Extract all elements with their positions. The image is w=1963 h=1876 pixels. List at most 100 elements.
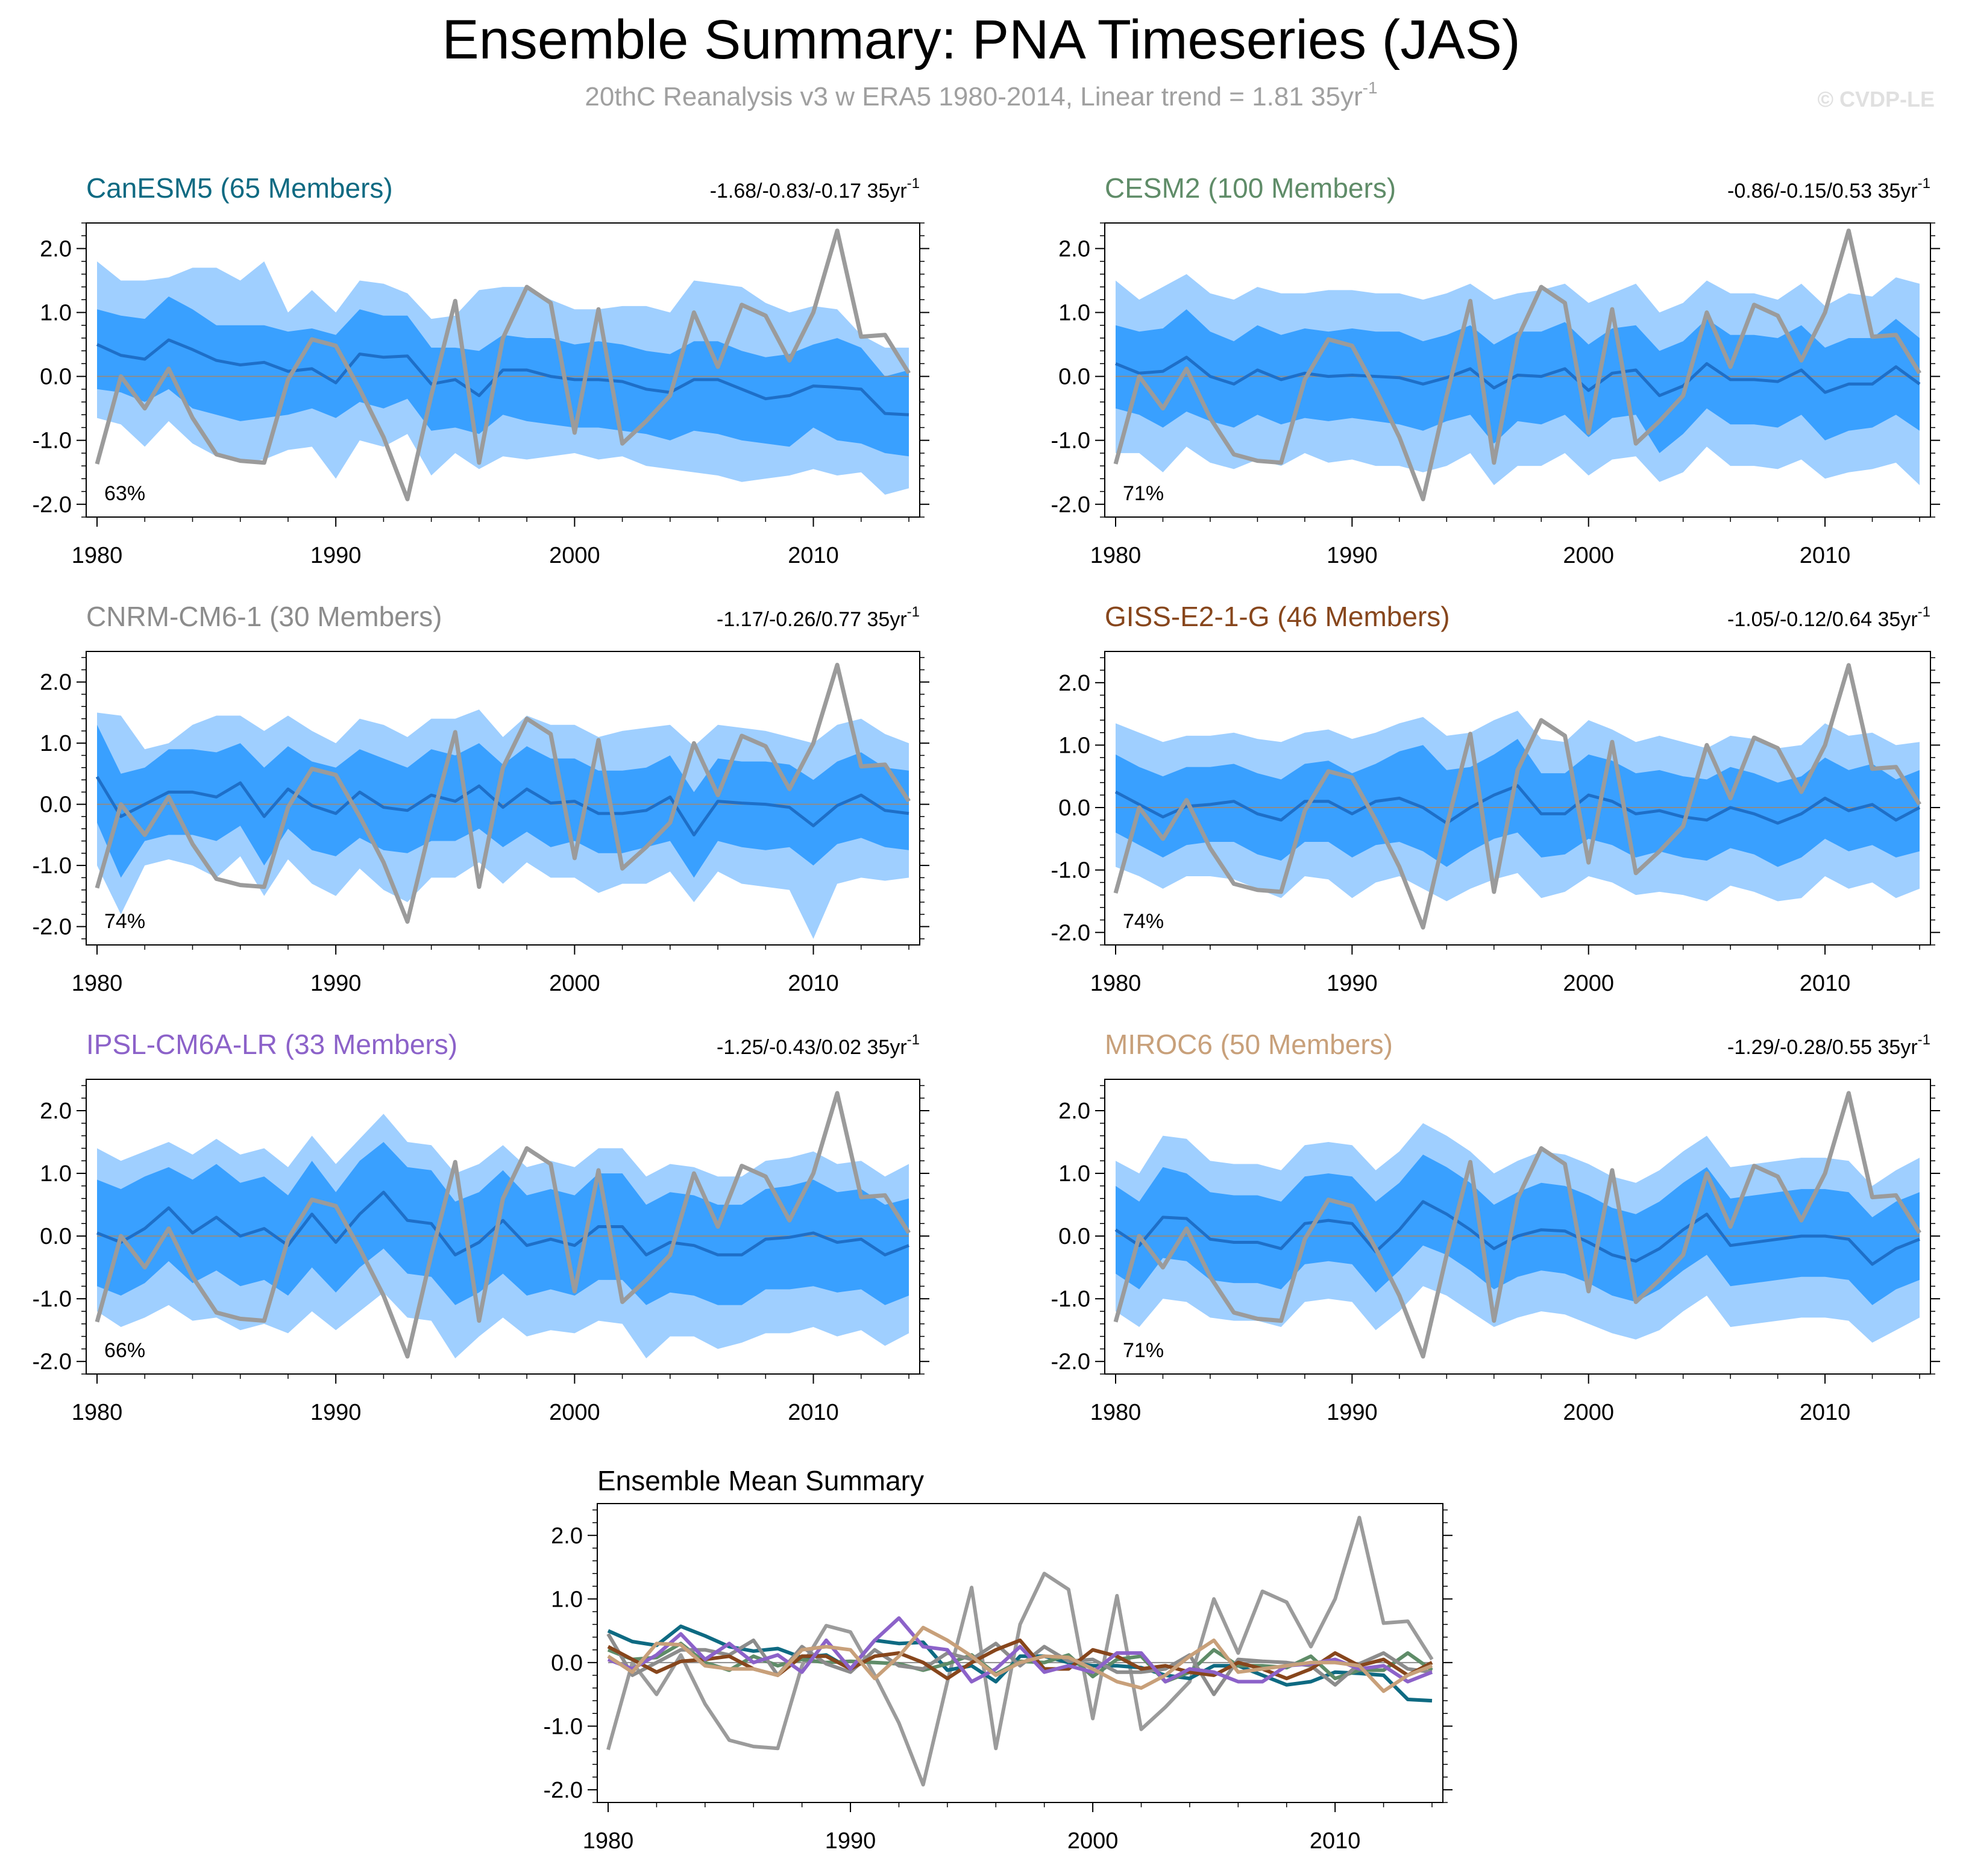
panel-title: MIROC6 (50 Members)	[1105, 1029, 1393, 1060]
panel-frame	[86, 651, 920, 946]
x-tick-label: 1980	[1090, 971, 1142, 996]
percent-label: 71%	[1123, 482, 1164, 505]
x-tick-label: 1980	[1090, 1400, 1142, 1425]
ensemble-mean-line	[1114, 1200, 1920, 1266]
percent-label: 63%	[104, 482, 145, 505]
y-tick-label: -1.0	[33, 1287, 72, 1312]
y-tick-label: 0.0	[1058, 795, 1090, 821]
x-tick-label: 2010	[1800, 543, 1851, 568]
trend-value: -1.17/-0.26/0.77 35yr	[717, 608, 907, 631]
y-tick-label: 1.0	[1058, 301, 1090, 326]
y-tick-label: 2.0	[1058, 671, 1090, 696]
y-tick-label: 0.0	[1058, 1224, 1090, 1249]
x-tick-label: 2000	[1563, 1400, 1614, 1425]
y-tick-label: 0.0	[40, 792, 72, 818]
series-line-giss-e2-1-g	[607, 1638, 1433, 1681]
trend-value: -1.29/-0.28/0.55 35yr	[1727, 1036, 1918, 1059]
panel-trend: -1.68/-0.83/-0.17 35yr-1	[710, 175, 920, 202]
ensemble-mean-line	[96, 338, 909, 416]
trend-superscript: -1	[1918, 175, 1930, 192]
subtitle-superscript: -1	[1363, 78, 1378, 97]
y-tick-label: 1.0	[1058, 1161, 1090, 1187]
x-tick-label: 2010	[788, 971, 839, 996]
y-tick-label: 2.0	[40, 236, 72, 262]
figure-title: Ensemble Summary: PNA Timeseries (JAS)	[442, 9, 1520, 71]
x-tick-label: 1980	[1090, 543, 1142, 568]
x-tick-label: 1990	[310, 1400, 362, 1425]
y-tick-label: -2.0	[33, 915, 72, 940]
x-tick-label: 2010	[1310, 1828, 1361, 1854]
x-tick-label: 1990	[310, 543, 362, 568]
panel-frame	[1104, 651, 1931, 946]
panel-trend: -1.05/-0.12/0.64 35yr-1	[1727, 604, 1930, 631]
x-tick-label: 1980	[72, 1400, 123, 1425]
y-tick-label: -1.0	[33, 853, 72, 879]
y-tick-label: -2.0	[33, 492, 72, 518]
x-tick-label: 1990	[1327, 1400, 1378, 1425]
panel-trend: -1.29/-0.28/0.55 35yr-1	[1727, 1032, 1930, 1059]
x-tick-label: 1990	[310, 971, 362, 996]
y-tick-label: -1.0	[33, 428, 72, 454]
panel-frame	[86, 222, 920, 518]
percent-label: 74%	[104, 910, 145, 933]
y-tick-label: 0.0	[40, 1224, 72, 1249]
panel-frame	[1104, 222, 1931, 518]
y-tick-label: -1.0	[544, 1714, 583, 1739]
observed-line	[95, 228, 911, 501]
trend-superscript: -1	[907, 604, 920, 620]
panel-title: CESM2 (100 Members)	[1105, 172, 1396, 204]
panel-trend: -1.17/-0.26/0.77 35yr-1	[717, 604, 920, 631]
panel-cnrm-cm6-1: CNRM-CM6-1 (30 Members) -1.17/-0.26/0.77 …	[33, 601, 929, 996]
y-tick-label: -2.0	[1051, 1349, 1090, 1375]
y-tick-label: 2.0	[40, 1099, 72, 1124]
x-tick-label: 2010	[1800, 1400, 1851, 1425]
x-tick-label: 2010	[788, 1400, 839, 1425]
percent-label: 74%	[1123, 910, 1164, 933]
y-tick-label: 1.0	[551, 1587, 583, 1612]
ensemble-mean-line	[96, 1190, 909, 1256]
trend-superscript: -1	[907, 175, 920, 192]
panel-ipsl-cm6a-lr: IPSL-CM6A-LR (33 Members) -1.25/-0.43/0.0…	[33, 1029, 929, 1425]
observed-line	[95, 662, 911, 924]
y-tick-label: -2.0	[1051, 492, 1090, 518]
band-25-75	[1116, 309, 1920, 453]
panel-canesm5: CanESM5 (65 Members) -1.68/-0.83/-0.17 35…	[33, 172, 929, 568]
x-tick-label: 2000	[549, 543, 600, 568]
x-tick-label: 1990	[825, 1828, 876, 1854]
panel-frame	[86, 1079, 920, 1375]
y-tick-label: -1.0	[1051, 1287, 1090, 1312]
panel-title: Ensemble Mean Summary	[597, 1465, 924, 1496]
y-tick-label: -1.0	[1051, 858, 1090, 883]
y-tick-label: 2.0	[551, 1523, 583, 1549]
x-tick-label: 2010	[788, 543, 839, 568]
panel-trend: -1.25/-0.43/0.02 35yr-1	[717, 1032, 920, 1059]
panel-title: IPSL-CM6A-LR (33 Members)	[86, 1029, 457, 1060]
x-tick-label: 1990	[1327, 543, 1378, 568]
y-tick-label: 2.0	[1058, 1099, 1090, 1124]
panel-trend: -0.86/-0.15/0.53 35yr-1	[1727, 175, 1930, 202]
y-tick-label: 0.0	[551, 1651, 583, 1676]
observed-line	[95, 1091, 911, 1359]
trend-superscript: -1	[1918, 1032, 1930, 1048]
trend-value: -1.68/-0.83/-0.17 35yr	[710, 180, 907, 202]
panel-miroc6: MIROC6 (50 Members) -1.29/-0.28/0.55 35yr…	[1051, 1029, 1940, 1425]
series-line-miroc6	[607, 1625, 1433, 1693]
x-tick-label: 2000	[1563, 543, 1614, 568]
y-tick-label: 2.0	[40, 670, 72, 695]
panel-ensemble-mean-summary: Ensemble Mean Summary2.01.00.0-1.0-2.019…	[544, 1465, 1453, 1854]
observed-line	[1113, 663, 1921, 930]
percent-label: 71%	[1123, 1339, 1164, 1362]
x-tick-label: 1980	[72, 543, 123, 568]
band-25-75	[1116, 739, 1920, 867]
y-tick-label: 1.0	[40, 1161, 72, 1187]
band-25-75	[1116, 1154, 1920, 1305]
x-tick-label: 1980	[72, 971, 123, 996]
trend-superscript: -1	[1918, 604, 1930, 620]
x-tick-label: 2000	[549, 971, 600, 996]
y-tick-label: 0.0	[1058, 365, 1090, 390]
trend-value: -1.05/-0.12/0.64 35yr	[1727, 608, 1918, 631]
x-tick-label: 1990	[1327, 971, 1378, 996]
credit-label: © CVDP-LE	[1817, 87, 1935, 111]
x-tick-label: 2000	[1067, 1828, 1119, 1854]
panel-title: CNRM-CM6-1 (30 Members)	[86, 601, 442, 632]
